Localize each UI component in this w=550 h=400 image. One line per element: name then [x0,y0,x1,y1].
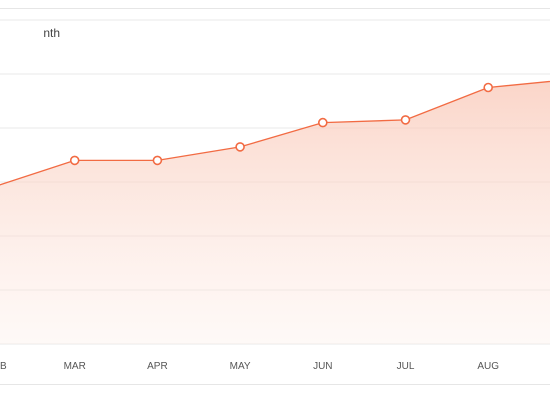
area-fill-layer [0,81,550,344]
chart-title-text: nth [43,26,60,40]
data-point-jun [317,117,328,128]
data-point-apr [152,155,163,166]
card-bottom-border [0,384,550,385]
series-line-layer [0,80,550,186]
tick-label-feb: B [0,361,7,372]
tick-label-apr: APR [147,361,168,372]
series-line [0,80,550,186]
data-point-jul [400,115,411,125]
tick-label-jun: JUN [313,361,332,372]
chart-title: nth [0,24,60,42]
data-point-aug [483,82,494,93]
tick-label-may: MAY [230,361,251,372]
x-axis-tick-labels: B MAR APR MAY JUN JUL AUG [0,361,499,372]
tick-label-jul: JUL [397,361,415,372]
tick-label-aug: AUG [477,361,499,372]
data-point-may [235,142,245,152]
card-top-border [0,8,550,9]
tick-label-mar: MAR [64,361,86,372]
area-fill [0,81,550,344]
data-points [69,82,494,166]
data-point-mar [69,155,80,166]
